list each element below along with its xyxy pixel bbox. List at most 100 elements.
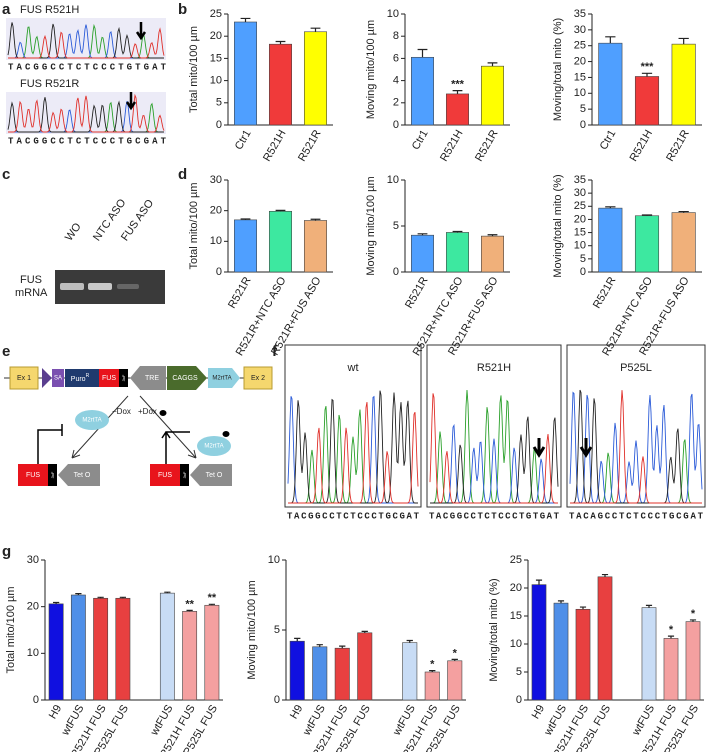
y-axis-title: Moving mito/100 µm	[365, 176, 377, 275]
error-bar	[487, 234, 498, 237]
error-bar	[451, 658, 458, 661]
bar	[312, 646, 328, 701]
arrow	[139, 395, 197, 459]
panel-label: e	[2, 343, 10, 360]
fus-gene	[18, 464, 48, 486]
gene-label: FUS	[158, 472, 172, 479]
error-bar	[417, 233, 428, 236]
bar	[115, 597, 131, 701]
y-tick-label: 30	[574, 24, 586, 36]
bar	[480, 65, 504, 126]
y-tick-label: 0	[393, 119, 399, 131]
error-bar	[645, 604, 653, 608]
panel-label: c	[2, 166, 10, 183]
x-tick-label: R521H	[261, 128, 289, 164]
x-tick-label: R521H	[628, 128, 656, 164]
bar	[334, 647, 350, 701]
dox-dot	[222, 431, 230, 437]
arrow	[579, 438, 593, 458]
bar	[663, 638, 679, 701]
y-tick-label: 20	[574, 55, 586, 67]
trace-line	[8, 93, 165, 133]
y-tick-label: 30	[210, 174, 222, 186]
error-bar	[240, 17, 251, 22]
bar	[303, 220, 327, 273]
y-tick-label: 25	[574, 40, 586, 52]
construct-label: SA	[54, 376, 62, 382]
error-bar	[406, 639, 413, 643]
y-tick-label: 0	[580, 119, 586, 131]
trace-line	[570, 390, 702, 504]
lane-label: WO	[63, 221, 84, 244]
lox-site	[42, 368, 52, 388]
sequence: TACGGCCTCTCCCTGTGAT	[8, 62, 167, 72]
bar	[447, 660, 463, 701]
error-bar	[75, 593, 82, 595]
flag-tag	[180, 464, 189, 486]
y-tick-label: 20	[210, 30, 222, 42]
x-tick-label: R521R	[296, 128, 324, 164]
construct-label: TRE	[145, 375, 159, 382]
sequence: TACGGCCTCTCCCTGCGAT	[8, 136, 167, 146]
bar	[410, 56, 434, 126]
y-axis-title: Moving/total mito (%)	[488, 578, 500, 681]
bar	[424, 671, 440, 701]
y-tick-label: 35	[574, 8, 586, 20]
y-tick-label: 5	[580, 103, 586, 115]
y-axis-title: Moving mito/100 µm	[365, 20, 377, 119]
y-axis-title: Moving mito/100 µm	[246, 580, 258, 679]
bar	[598, 207, 623, 273]
bar	[303, 31, 327, 126]
significance: *	[430, 659, 435, 671]
y-tick-label: 30	[574, 187, 586, 199]
panel-label: g	[2, 543, 11, 560]
significance: ***	[641, 61, 655, 73]
construct-label: Ex 1	[17, 375, 31, 382]
error-bar	[417, 48, 428, 58]
y-tick-label: 25	[210, 8, 222, 20]
construct-label: FUS	[102, 375, 116, 382]
bar	[159, 592, 175, 701]
y-tick-label: 6	[393, 52, 399, 64]
panel-label: a	[2, 1, 11, 18]
y-tick-label: 10	[574, 240, 586, 252]
gel-band	[117, 284, 139, 289]
tag-label: 3xF	[182, 471, 187, 478]
construct-label: M2rtTA	[212, 376, 231, 382]
tag-label: 3xF	[50, 471, 55, 478]
y-tick-label: 0	[393, 266, 399, 278]
caggs-promoter	[167, 366, 207, 390]
fus-gene	[99, 369, 119, 387]
trace-line	[7, 97, 164, 133]
error-bar	[275, 40, 286, 45]
x-tick-label: H9	[288, 703, 305, 721]
error-bar	[310, 27, 321, 32]
y-tick-label: 5	[516, 666, 522, 678]
x-tick-label: R521R	[403, 275, 431, 311]
dox-dot	[159, 410, 167, 416]
y-tick-label: 20	[510, 582, 522, 594]
y-tick-label: 0	[216, 119, 222, 131]
error-bar	[452, 230, 463, 233]
sequence: TACGGCCTCTCCCTGTGAT	[429, 511, 560, 521]
row-label: mRNA	[15, 287, 48, 299]
error-bar	[97, 596, 104, 599]
y-axis-title: Moving/total mito (%)	[552, 18, 564, 121]
error-bar	[164, 591, 171, 594]
bar	[671, 43, 696, 126]
bar	[445, 232, 469, 273]
error-bar	[557, 600, 565, 604]
y-axis-title: Total mito/100 µm	[5, 586, 17, 673]
x-tick-label: Ctr1	[233, 128, 254, 152]
bar	[553, 602, 569, 701]
y-tick-label: 5	[580, 253, 586, 265]
bar	[268, 210, 292, 273]
significance: ***	[451, 78, 465, 90]
y-tick-label: 10	[210, 235, 222, 247]
y-tick-label: 0	[580, 266, 586, 278]
error-bar	[316, 644, 323, 647]
trace-line	[429, 393, 558, 504]
x-tick-label: H9	[47, 703, 64, 721]
bar	[445, 93, 469, 126]
trace-label: wt	[347, 362, 359, 374]
